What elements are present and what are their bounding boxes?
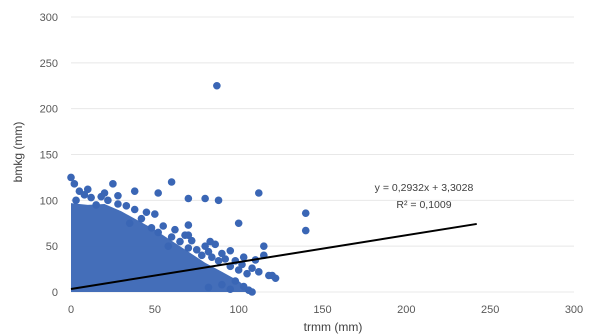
data-point [122,202,131,210]
data-point [218,280,226,289]
data-point [72,196,80,205]
data-point [171,225,179,234]
data-point [254,268,263,276]
data-point [154,228,162,237]
dense-point-cloud [71,203,253,292]
data-point [204,283,213,292]
data-point [243,269,251,278]
data-point [184,221,193,229]
data-point [109,180,117,188]
data-point [184,194,193,203]
data-point [226,246,235,255]
y-tick-label: 200 [40,104,58,116]
data-point [67,173,75,182]
data-point [248,288,256,296]
data-point [260,242,268,250]
x-tick-label: 300 [565,304,583,316]
x-tick-label: 50 [149,304,161,316]
data-point [234,219,243,228]
trendline [70,222,477,290]
data-point [114,200,122,208]
data-point [83,185,92,194]
data-point [201,194,209,203]
x-tick-label: 100 [229,304,247,316]
data-point [204,247,213,256]
data-point [154,189,162,197]
y-tick-label: 0 [52,287,58,299]
data-point [192,246,201,254]
data-point [130,205,139,214]
x-axis-label: trmm (mm) [304,320,363,334]
data-point [218,249,226,258]
x-tick-label: 250 [481,304,499,316]
y-tick-label: 300 [40,12,58,24]
data-point [147,224,156,232]
data-point [268,271,277,280]
data-point [167,233,176,241]
data-point [214,257,223,265]
y-tick-label: 100 [40,195,58,207]
y-tick-label: 250 [40,58,58,70]
point-cluster [71,203,253,292]
data-point [142,208,151,217]
x-tick-label: 200 [397,304,415,316]
trendline-equation: y = 0,2932x + 3,3028 [375,182,474,194]
data-point [254,189,263,197]
data-point [137,214,146,223]
data-point [239,253,248,261]
data-point [104,196,112,205]
data-point [151,210,159,218]
x-tick-label: 0 [68,304,74,316]
data-point [187,236,196,245]
trendline-r-squared: R² = 0,1009 [396,199,451,211]
data-point [301,209,310,217]
data-point [125,219,134,228]
data-point [301,226,310,235]
data-point [130,187,139,195]
data-point [92,201,100,209]
y-tick-label: 50 [46,241,58,253]
data-point [167,178,176,186]
data-point [201,242,209,250]
data-point [221,255,230,263]
data-point [159,222,168,230]
data-point [87,193,95,202]
x-tick-label: 150 [313,304,331,316]
data-point [100,189,109,197]
data-point [213,81,221,90]
data-point [214,196,223,205]
y-tick-labels: 0 50 100 150 200 250 300 [40,12,58,299]
data-point [176,237,184,246]
data-points [67,81,310,296]
data-point [248,264,256,272]
data-point [197,251,206,260]
data-point [208,253,216,261]
data-point [231,277,240,285]
data-point [164,242,173,250]
data-point [226,285,235,294]
data-point [206,237,214,246]
y-axis-label: bmkg (mm) [11,122,25,183]
trendline-group [70,222,477,290]
data-point [184,244,193,252]
data-point [80,191,89,199]
x-tick-labels: 0 50 100 150 200 250 300 [68,304,583,316]
data-point [70,180,79,188]
data-point [114,191,122,200]
data-point [184,231,193,239]
y-tick-label: 150 [40,150,58,162]
data-point [234,266,243,274]
